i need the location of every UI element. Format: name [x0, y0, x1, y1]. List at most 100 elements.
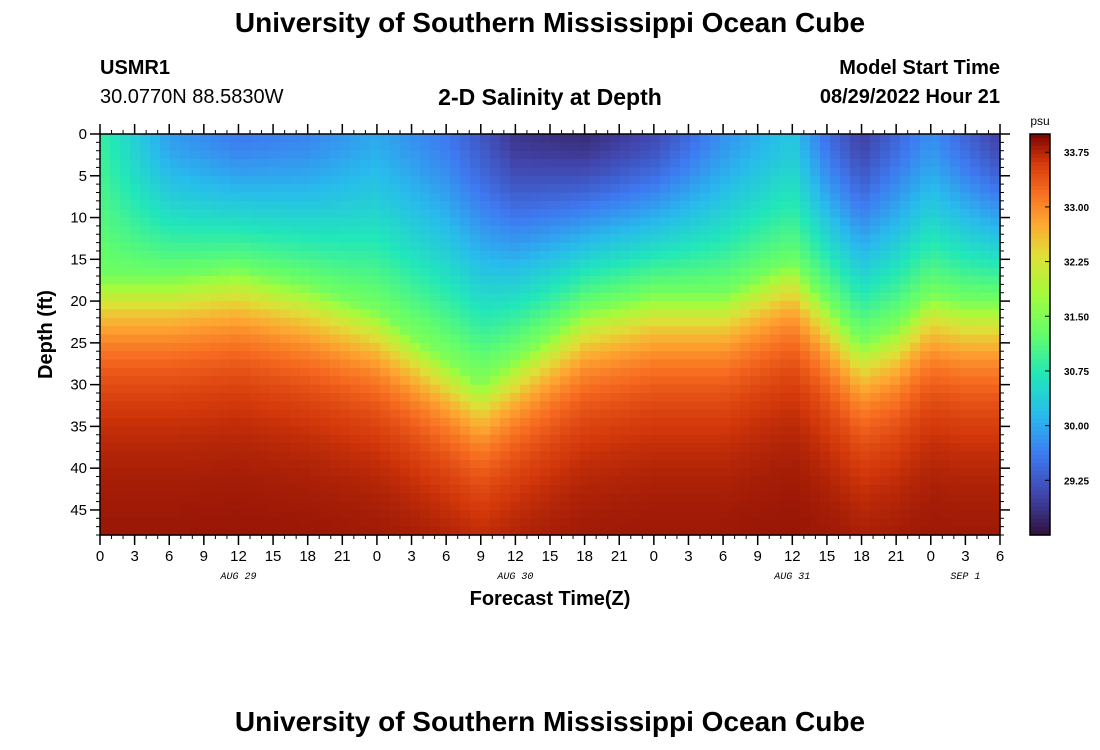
heatmap-cell	[960, 284, 971, 294]
heatmap-cell	[180, 367, 191, 377]
heatmap-cell	[360, 242, 371, 252]
heatmap-cell	[390, 184, 401, 194]
heatmap-cell	[860, 476, 871, 486]
heatmap-cell	[680, 317, 691, 327]
heatmap-cell	[360, 509, 371, 519]
heatmap-cell	[770, 451, 781, 461]
heatmap-cell	[260, 509, 271, 519]
heatmap-cell	[470, 451, 481, 461]
heatmap-cell	[700, 443, 711, 453]
heatmap-cell	[840, 184, 851, 194]
heatmap-cell	[160, 468, 171, 478]
heatmap-cell	[160, 334, 171, 344]
heatmap-cell	[340, 234, 351, 244]
heatmap-cell	[250, 351, 261, 361]
heatmap-cell	[120, 443, 131, 453]
heatmap-cell	[230, 459, 241, 469]
heatmap-cell	[210, 501, 221, 511]
heatmap-cell	[950, 392, 961, 402]
heatmap-cell	[420, 159, 431, 169]
heatmap-cell	[960, 225, 971, 235]
heatmap-cell	[510, 159, 521, 169]
heatmap-cell	[940, 526, 951, 536]
heatmap-cell	[860, 359, 871, 369]
heatmap-cell	[680, 259, 691, 269]
heatmap-cell	[850, 434, 861, 444]
heatmap-cell	[230, 434, 241, 444]
heatmap-cell	[130, 209, 141, 219]
heatmap-cell	[360, 259, 371, 269]
colorbar-segment	[1030, 290, 1050, 295]
heatmap-cell	[270, 518, 281, 528]
heatmap-cell	[350, 200, 361, 210]
heatmap-cell	[150, 401, 161, 411]
heatmap-cell	[820, 493, 831, 503]
heatmap-cell	[200, 426, 211, 436]
heatmap-cell	[880, 401, 891, 411]
heatmap-cell	[270, 200, 281, 210]
heatmap-cell	[640, 142, 651, 152]
heatmap-cell	[860, 418, 871, 427]
heatmap-cell	[110, 509, 121, 519]
heatmap-cell	[560, 342, 571, 352]
heatmap-cell	[910, 259, 921, 269]
heatmap-cell	[430, 384, 441, 394]
heatmap-cell	[110, 192, 121, 202]
heatmap-cell	[350, 526, 361, 536]
heatmap-cell	[960, 476, 971, 486]
heatmap-cell	[220, 509, 231, 519]
heatmap-cell	[270, 334, 281, 344]
heatmap-cell	[240, 209, 251, 219]
heatmap-cell	[180, 167, 191, 177]
heatmap-cell	[540, 167, 551, 177]
heatmap-cell	[720, 292, 731, 302]
heatmap-cell	[300, 468, 311, 478]
heatmap-cell	[110, 326, 121, 336]
heatmap-cell	[960, 167, 971, 177]
heatmap-cell	[400, 292, 411, 302]
heatmap-cell	[330, 301, 341, 311]
heatmap-cell	[320, 259, 331, 269]
heatmap-cell	[730, 267, 741, 277]
heatmap-cell	[790, 217, 801, 227]
heatmap-cell	[570, 359, 581, 369]
heatmap-cell	[990, 292, 1001, 302]
heatmap-cell	[200, 392, 211, 402]
heatmap-cell	[520, 367, 531, 377]
heatmap-cell	[760, 150, 771, 160]
heatmap-cell	[330, 392, 341, 402]
heatmap-cell	[660, 184, 671, 194]
heatmap-cell	[550, 225, 561, 235]
heatmap-cell	[610, 250, 621, 260]
colorbar-segment	[1030, 166, 1050, 171]
heatmap-cell	[260, 501, 271, 511]
heatmap-cell	[240, 284, 251, 294]
heatmap-cell	[590, 317, 601, 327]
heatmap-cell	[180, 200, 191, 210]
heatmap-cell	[830, 259, 841, 269]
heatmap-cell	[310, 426, 321, 436]
heatmap-cell	[410, 234, 421, 244]
heatmap-cell	[820, 276, 831, 285]
heatmap-cell	[760, 167, 771, 177]
heatmap-cell	[490, 484, 501, 494]
heatmap-cell	[550, 175, 561, 185]
heatmap-cell	[610, 367, 621, 377]
heatmap-cell	[940, 493, 951, 503]
heatmap-cell	[670, 167, 681, 177]
heatmap-cell	[610, 276, 621, 285]
heatmap-cell	[810, 250, 821, 260]
heatmap-cell	[450, 351, 461, 361]
heatmap-cell	[960, 317, 971, 327]
heatmap-cell	[370, 276, 381, 285]
colorbar-segment	[1030, 514, 1050, 520]
heatmap-cell	[590, 501, 601, 511]
heatmap-cell	[330, 526, 341, 536]
heatmap-cell	[130, 259, 141, 269]
heatmap-cell	[470, 217, 481, 227]
heatmap-cell	[340, 242, 351, 252]
heatmap-cell	[550, 267, 561, 277]
heatmap-cell	[650, 276, 661, 285]
heatmap-cell	[130, 326, 141, 336]
heatmap-cell	[180, 376, 191, 386]
